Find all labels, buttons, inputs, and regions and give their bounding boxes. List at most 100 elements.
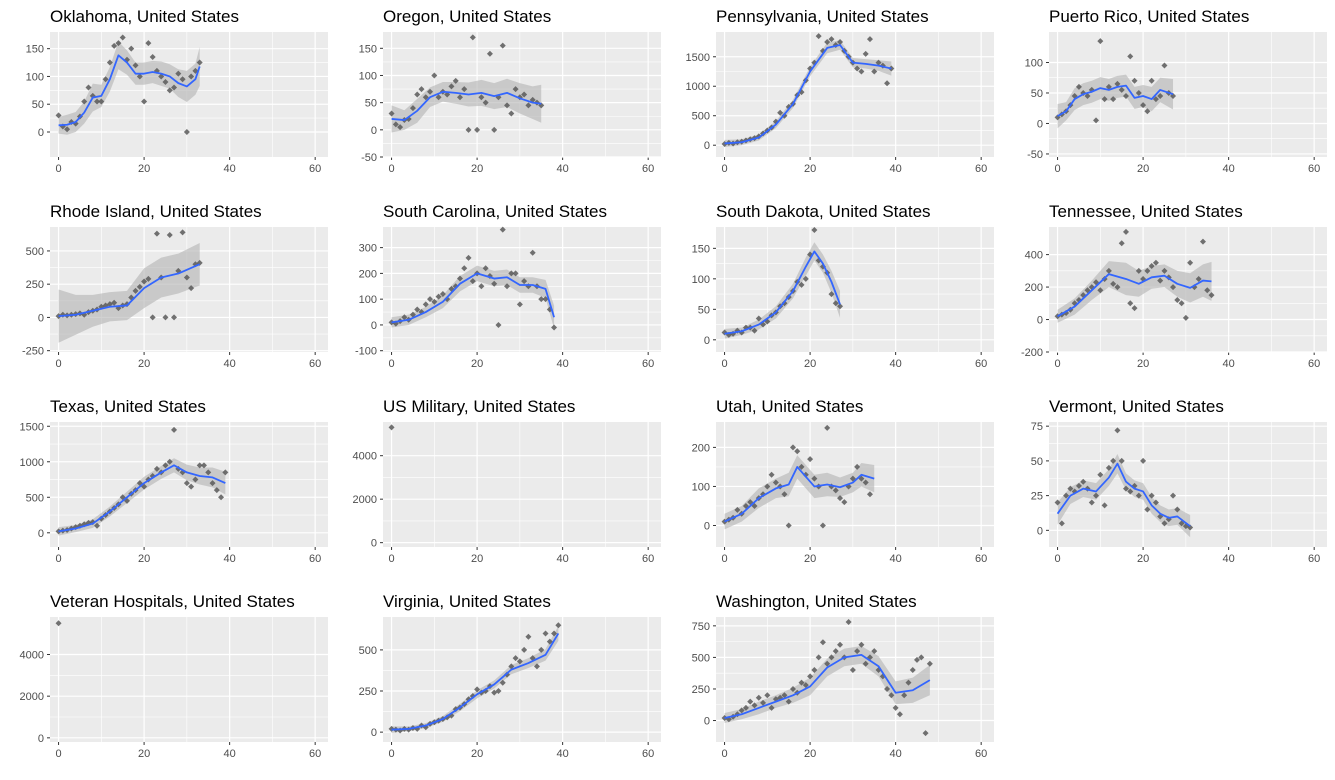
data-point <box>491 280 498 287</box>
data-point <box>1170 492 1177 499</box>
data-point <box>452 283 459 290</box>
data-point <box>94 98 101 105</box>
x-tick-label: 20 <box>471 748 483 760</box>
x-tick-label: 60 <box>309 553 321 565</box>
data-point <box>392 121 399 128</box>
data-point <box>1105 267 1112 274</box>
data-point <box>866 36 873 43</box>
data-point <box>1187 259 1194 266</box>
x-tick-label: 40 <box>224 163 236 175</box>
data-point <box>751 702 758 709</box>
data-point <box>866 491 873 498</box>
data-point <box>1157 93 1164 100</box>
data-point <box>205 469 212 476</box>
y-tick-label: 0 <box>371 538 377 550</box>
data-point <box>1131 77 1138 84</box>
data-point <box>183 480 190 487</box>
data-point <box>200 462 207 469</box>
data-point <box>132 287 139 294</box>
data-point <box>802 471 809 478</box>
y-tick-label: 100 <box>692 481 710 493</box>
data-point <box>837 39 844 46</box>
facet-panel: Puerto Rico, United States 0 20 40 60 -50 0 50 1… <box>1001 0 1334 195</box>
data-point <box>811 667 818 674</box>
data-point <box>1127 300 1134 307</box>
data-point <box>162 79 169 85</box>
confidence-ribbon <box>1057 74 1174 129</box>
x-tick-label: 20 <box>804 553 816 565</box>
data-point <box>768 471 775 478</box>
x-tick-label: 0 <box>721 748 727 760</box>
data-point <box>896 711 903 718</box>
y-tick-label: 100 <box>26 71 44 83</box>
y-tick-label: 200 <box>359 268 377 280</box>
data-point <box>179 76 186 83</box>
data-point <box>1178 300 1185 307</box>
x-tick-label: 60 <box>975 163 987 175</box>
data-point <box>1182 523 1189 530</box>
data-point <box>111 299 118 306</box>
data-point <box>1122 485 1129 492</box>
y-tick-label: 0 <box>704 335 710 347</box>
data-point <box>145 275 152 282</box>
data-point <box>141 483 148 490</box>
data-point <box>1118 86 1125 93</box>
data-point <box>742 502 749 509</box>
x-tick-label: 0 <box>388 553 394 565</box>
data-point <box>482 99 489 106</box>
data-point <box>901 692 908 699</box>
data-point <box>798 679 805 686</box>
data-point <box>755 315 762 322</box>
data-point <box>482 265 489 272</box>
data-point <box>469 278 476 285</box>
data-point <box>495 321 502 328</box>
data-point <box>832 648 839 655</box>
data-point <box>807 456 814 463</box>
facet-plot: South Dakota, United States 0 20 40 60 0 50 100… <box>692 202 994 370</box>
data-point <box>1208 292 1215 299</box>
data-point <box>1182 314 1189 321</box>
x-tick-label: 0 <box>55 553 61 565</box>
y-tick-label: 400 <box>1025 250 1043 262</box>
data-point <box>1122 93 1129 100</box>
data-point <box>828 291 835 298</box>
data-point <box>551 630 558 637</box>
data-point <box>854 648 861 655</box>
x-tick-label: 60 <box>1308 553 1320 565</box>
data-point <box>209 480 216 487</box>
data-point <box>747 698 754 705</box>
facet-plot: Tennessee, United States 0 20 40 60 -200 0 200 4… <box>1021 202 1327 370</box>
data-point <box>149 54 156 60</box>
facet-plot: Vermont, United States 0 20 40 60 0 25 50 75 <box>1031 397 1327 565</box>
data-point <box>862 479 869 486</box>
data-point <box>764 692 771 699</box>
facet-plot: US Military, United States 0 20 40 60 0 2000 40… <box>353 397 661 565</box>
data-point <box>153 230 160 237</box>
y-tick-label: 750 <box>692 621 710 633</box>
data-point <box>1127 488 1134 495</box>
x-tick-label: 60 <box>975 553 987 565</box>
facet-panel: Veteran Hospitals, United States 0 20 40 60 0… <box>2 585 335 780</box>
x-tick-label: 60 <box>975 748 987 760</box>
y-tick-label: 0 <box>704 521 710 533</box>
data-point <box>1135 267 1142 274</box>
y-tick-label: -100 <box>355 346 377 358</box>
y-tick-label: 0 <box>704 140 710 152</box>
data-point <box>183 129 190 135</box>
x-tick-label: 60 <box>1308 163 1320 175</box>
data-point <box>551 324 558 331</box>
data-point <box>141 98 148 105</box>
data-point <box>175 267 182 274</box>
data-point <box>141 278 148 285</box>
facet-title: Oklahoma, United States <box>50 7 239 26</box>
facet-title: South Carolina, United States <box>383 202 607 221</box>
data-point <box>1148 492 1155 499</box>
data-point <box>196 462 203 469</box>
data-point <box>491 689 498 696</box>
data-point <box>456 94 463 101</box>
x-tick-label: 60 <box>642 748 654 760</box>
data-point <box>862 660 869 667</box>
data-point <box>1097 287 1104 294</box>
y-tick-label: 50 <box>698 304 710 316</box>
x-tick-label: 40 <box>1223 553 1235 565</box>
